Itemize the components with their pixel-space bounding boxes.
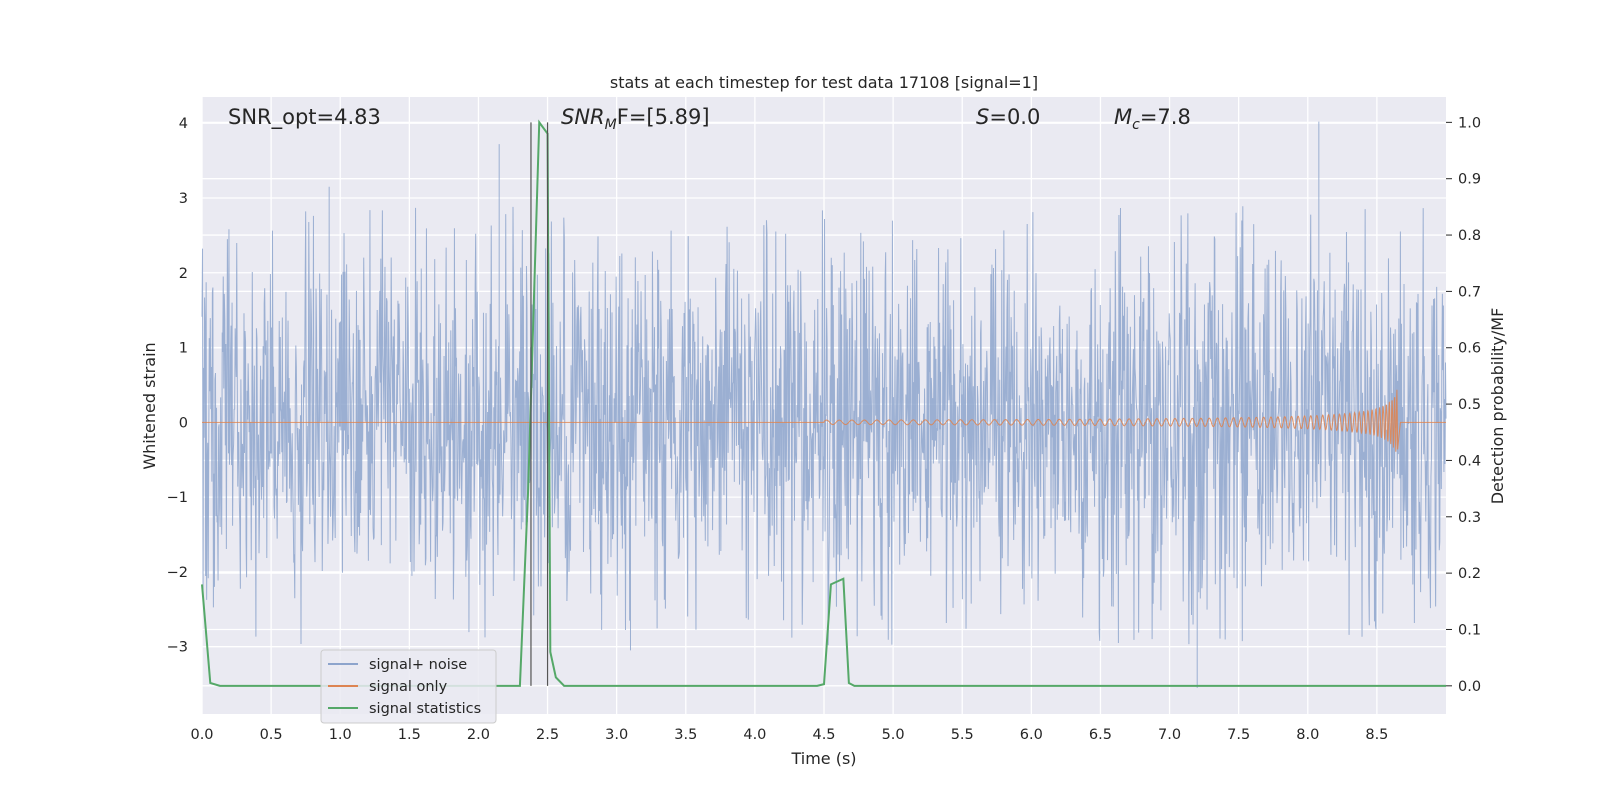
x-tick-label: 0.0 [190,727,213,743]
y-right-tick-label: 0.9 [1458,172,1481,188]
signal-line [202,389,1446,452]
y-tick-label: −3 [167,640,188,656]
snr-mf-sub: M [605,117,617,133]
y-tick-label: 1 [179,341,188,357]
mc-value: =7.8 [1140,105,1191,129]
x-tick-label: 4.5 [812,727,835,743]
y-right-tick-label: 0.5 [1458,397,1481,413]
x-tick-label: 1.5 [398,727,421,743]
x-tick-label: 6.0 [1020,727,1043,743]
s-value: =0.0 [989,105,1040,129]
y-tick-label: −2 [167,565,188,581]
y-tick-label: 3 [179,191,188,207]
chart-title: stats at each timestep for test data 171… [610,73,1038,92]
y-tick-label: −1 [167,490,188,506]
x-tick-label: 8.0 [1296,727,1319,743]
snr-mf-rest: F=[5.89] [617,105,710,129]
x-tick-label: 6.5 [1089,727,1112,743]
x-tick-label: 2.5 [536,727,559,743]
y-right-tick-label: 0.7 [1458,284,1481,300]
annotation-snr-opt: SNR_opt=4.83 [228,105,381,130]
y-right-tick-label: 0.8 [1458,228,1481,244]
noise-line [201,121,1447,688]
y-tick-labels: 4 3 2 1 0 −1 −2 −3 [167,116,188,656]
legend-box [320,649,497,724]
legend-label-signal: signal only [369,679,448,695]
y-right-tick-label: 0.0 [1458,679,1481,695]
noise-series [201,121,1447,688]
vertical-markers [530,122,549,686]
mc-main: M [1114,105,1132,129]
x-tick-label: 5.0 [882,727,905,743]
y-right-tick-label: 0.1 [1458,622,1481,638]
snr-mf-main: SNR [561,105,605,129]
s-label: S [976,105,989,129]
x-tick-label: 4.0 [743,727,766,743]
x-tick-label: 7.5 [1227,727,1250,743]
y-right-tick-label: 0.4 [1458,453,1481,469]
y-tick-label: 4 [179,116,188,132]
y-right-tick-labels: 1.0 0.9 0.8 0.7 0.6 0.5 0.4 0.3 0.2 0.1 0.0 [1446,115,1481,695]
y-right-tick-label: 0.6 [1458,341,1481,357]
x-tick-label: 3.0 [605,727,628,743]
legend-label-stats: signal statistics [369,701,481,717]
legend: signal+ noise signal only signal statist… [320,649,497,724]
y-right-tick-label: 1.0 [1458,115,1481,131]
x-tick-label: 0.5 [260,727,283,743]
signal-series [202,389,1446,452]
x-tick-label: 7.0 [1158,727,1181,743]
x-tick-label: 2.0 [467,727,490,743]
x-tick-label: 1.0 [329,727,352,743]
annotation-snr-mf: SNRMF=[5.89] [561,105,710,133]
x-tick-label: 8.5 [1365,727,1388,743]
y-right-tick-label: 0.3 [1458,510,1481,526]
x-axis-label: Time (s) [790,749,856,768]
x-tick-label: 5.5 [951,727,974,743]
annotation-s: S=0.0 [976,105,1040,129]
annotation-mc: Mc=7.8 [1114,105,1191,133]
y-tick-label: 2 [179,266,188,282]
y-tick-label: 0 [179,415,188,431]
y-right-tick-label: 0.2 [1458,566,1481,582]
x-tick-labels: 0.0 0.5 1.0 1.5 2.0 2.5 3.0 3.5 4.0 4.5 5.0 5.5 6.0 6… [190,727,1388,743]
legend-label-noise: signal+ noise [369,657,467,673]
y-axis-label: Whitened strain [140,342,159,469]
x-tick-label: 3.5 [674,727,697,743]
y-right-axis-label: Detection probability/MF [1488,308,1507,505]
mc-sub: c [1132,117,1140,133]
